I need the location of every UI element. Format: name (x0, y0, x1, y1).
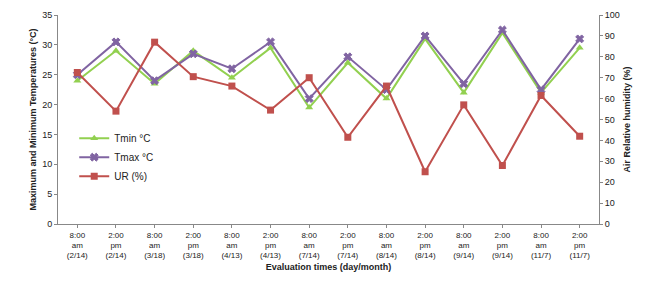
svg-text:2:00pm(8/14): 2:00pm(8/14) (415, 231, 436, 261)
svg-text:25: 25 (42, 70, 52, 80)
svg-text:Tmax °C: Tmax °C (114, 152, 153, 163)
svg-text:Tmin °C: Tmin °C (114, 133, 150, 144)
svg-text:60: 60 (605, 94, 615, 104)
svg-text:90: 90 (605, 31, 615, 41)
svg-text:2:00pm(11/7): 2:00pm(11/7) (570, 231, 591, 261)
svg-text:50: 50 (605, 115, 615, 125)
svg-text:UR (%): UR (%) (114, 171, 147, 182)
svg-text:2:00pm(7/14): 2:00pm(7/14) (337, 231, 358, 261)
svg-text:20: 20 (605, 177, 615, 187)
svg-text:8:00am(11/7): 8:00am(11/7) (531, 231, 552, 261)
svg-text:15: 15 (42, 130, 52, 140)
svg-text:40: 40 (605, 136, 615, 146)
svg-text:20: 20 (42, 100, 52, 110)
svg-text:100: 100 (605, 10, 620, 20)
svg-text:35: 35 (42, 10, 52, 20)
svg-text:Air Relative humidity (%): Air Relative humidity (%) (622, 66, 632, 172)
svg-text:10: 10 (605, 198, 615, 208)
svg-text:2:00pm(9/14): 2:00pm(9/14) (492, 231, 513, 261)
svg-text:8:00am(4/13): 8:00am(4/13) (221, 231, 242, 261)
svg-text:8:00am(8/14): 8:00am(8/14) (376, 231, 397, 261)
svg-text:2:00pm(2/14): 2:00pm(2/14) (106, 231, 127, 261)
svg-text:8:00am(7/14): 8:00am(7/14) (299, 231, 320, 261)
svg-text:8:00am(2/14): 8:00am(2/14) (67, 231, 88, 261)
svg-text:70: 70 (605, 73, 615, 83)
svg-text:5: 5 (47, 189, 52, 199)
svg-text:8:00am(9/14): 8:00am(9/14) (453, 231, 474, 261)
svg-text:80: 80 (605, 52, 615, 62)
svg-text:2:00pm(4/13): 2:00pm(4/13) (260, 231, 281, 261)
svg-text:8:00am(3/18): 8:00am(3/18) (144, 231, 165, 261)
svg-text:2:00pm(3/18): 2:00pm(3/18) (183, 231, 204, 261)
svg-text:10: 10 (42, 159, 52, 169)
svg-text:0: 0 (47, 219, 52, 229)
svg-text:Evaluation times (day/month): Evaluation times (day/month) (266, 262, 392, 272)
svg-text:0: 0 (605, 219, 610, 229)
svg-text:30: 30 (605, 156, 615, 166)
svg-text:30: 30 (42, 40, 52, 50)
svg-text:Maximum and Minimum Temperatur: Maximum and Minimum Temperatures (°C) (28, 29, 38, 211)
